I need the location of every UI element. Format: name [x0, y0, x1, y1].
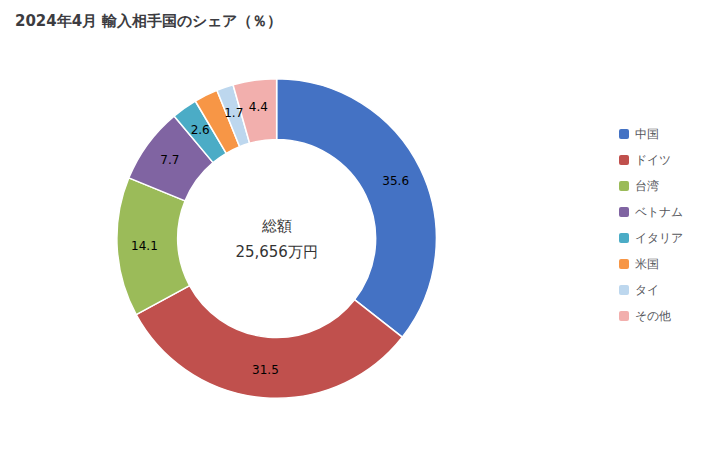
svg-text:その他: その他 — [635, 309, 671, 323]
svg-text:14.1: 14.1 — [131, 239, 158, 253]
svg-text:25,656万円: 25,656万円 — [235, 243, 318, 261]
svg-text:台湾: 台湾 — [635, 179, 659, 193]
svg-text:4.4: 4.4 — [249, 100, 268, 114]
svg-text:米国: 米国 — [635, 257, 659, 271]
svg-text:1.7: 1.7 — [224, 106, 243, 120]
svg-text:31.5: 31.5 — [252, 363, 279, 377]
svg-text:7.7: 7.7 — [160, 153, 179, 167]
svg-text:35.6: 35.6 — [382, 174, 409, 188]
svg-text:イタリア: イタリア — [635, 231, 683, 245]
svg-text:中国: 中国 — [635, 127, 659, 141]
svg-text:総額: 総額 — [261, 217, 292, 235]
svg-text:ベトナム: ベトナム — [635, 205, 683, 219]
svg-text:2.6: 2.6 — [191, 123, 210, 137]
svg-text:2024年4月 輸入相手国のシェア（％）: 2024年4月 輸入相手国のシェア（％） — [15, 12, 282, 30]
svg-text:ドイツ: ドイツ — [635, 153, 671, 167]
svg-text:タイ: タイ — [635, 283, 659, 297]
